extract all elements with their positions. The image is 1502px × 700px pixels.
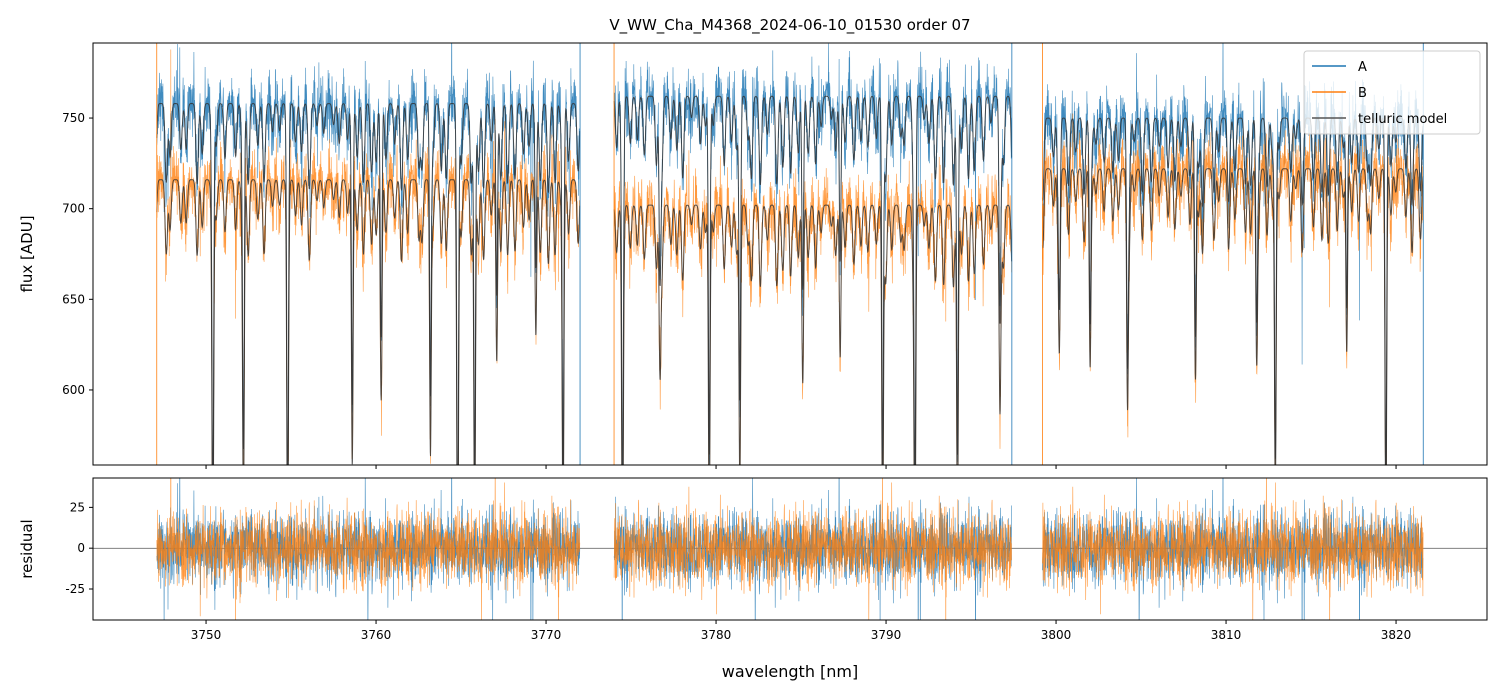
residual-y-tick-label: -25 <box>65 582 85 596</box>
legend-label-b: B <box>1358 86 1367 101</box>
x-tick-label: 3750 <box>191 628 222 642</box>
residual-y-tick-label: 25 <box>70 500 85 514</box>
flux-y-tick-label: 650 <box>62 292 85 306</box>
x-tick-label: 3800 <box>1041 628 1072 642</box>
residual-panel <box>93 478 1487 620</box>
flux-y-tick-label: 750 <box>62 111 85 125</box>
residual-b-line-seg2 <box>1042 478 1424 620</box>
x-tick-label: 3790 <box>871 628 902 642</box>
model-a-line-seg0 <box>156 103 581 465</box>
model-b-line-seg0 <box>156 179 581 465</box>
residual-axes-frame <box>92 477 1488 621</box>
flux-y-tick-label: 600 <box>62 383 85 397</box>
legend: A B telluric model <box>1303 50 1481 135</box>
model-a-line-seg1 <box>613 95 1013 465</box>
x-tick-label: 3770 <box>531 628 562 642</box>
x-tick-label: 3810 <box>1211 628 1242 642</box>
chart-title: V_WW_Cha_M4368_2024-06-10_01530 order 07 <box>609 16 970 35</box>
model-a-line-seg2 <box>1041 117 1424 465</box>
legend-label-model: telluric model <box>1358 112 1447 127</box>
x-tick-label: 3820 <box>1381 628 1412 642</box>
flux-ylabel: flux [ADU] <box>18 215 36 292</box>
flux-y-tick-label: 700 <box>62 202 85 216</box>
residual-y-tick-label: 0 <box>77 541 85 555</box>
residual-b-line-seg1 <box>613 478 1012 620</box>
residual-ylabel: residual <box>18 519 36 578</box>
model-b-line-seg2 <box>1041 168 1424 465</box>
flux-axes-frame <box>92 42 1488 466</box>
series-a-line-seg0 <box>156 43 581 465</box>
x-tick-label: 3760 <box>361 628 392 642</box>
series-b-line-seg2 <box>1042 113 1424 465</box>
legend-label-a: A <box>1358 60 1367 75</box>
model-b-line-seg1 <box>613 204 1013 465</box>
x-axis-label: wavelength [nm] <box>722 662 859 681</box>
residual-b-line-seg0 <box>156 478 581 620</box>
x-tick-label: 3780 <box>701 628 732 642</box>
flux-panel <box>156 43 1424 465</box>
